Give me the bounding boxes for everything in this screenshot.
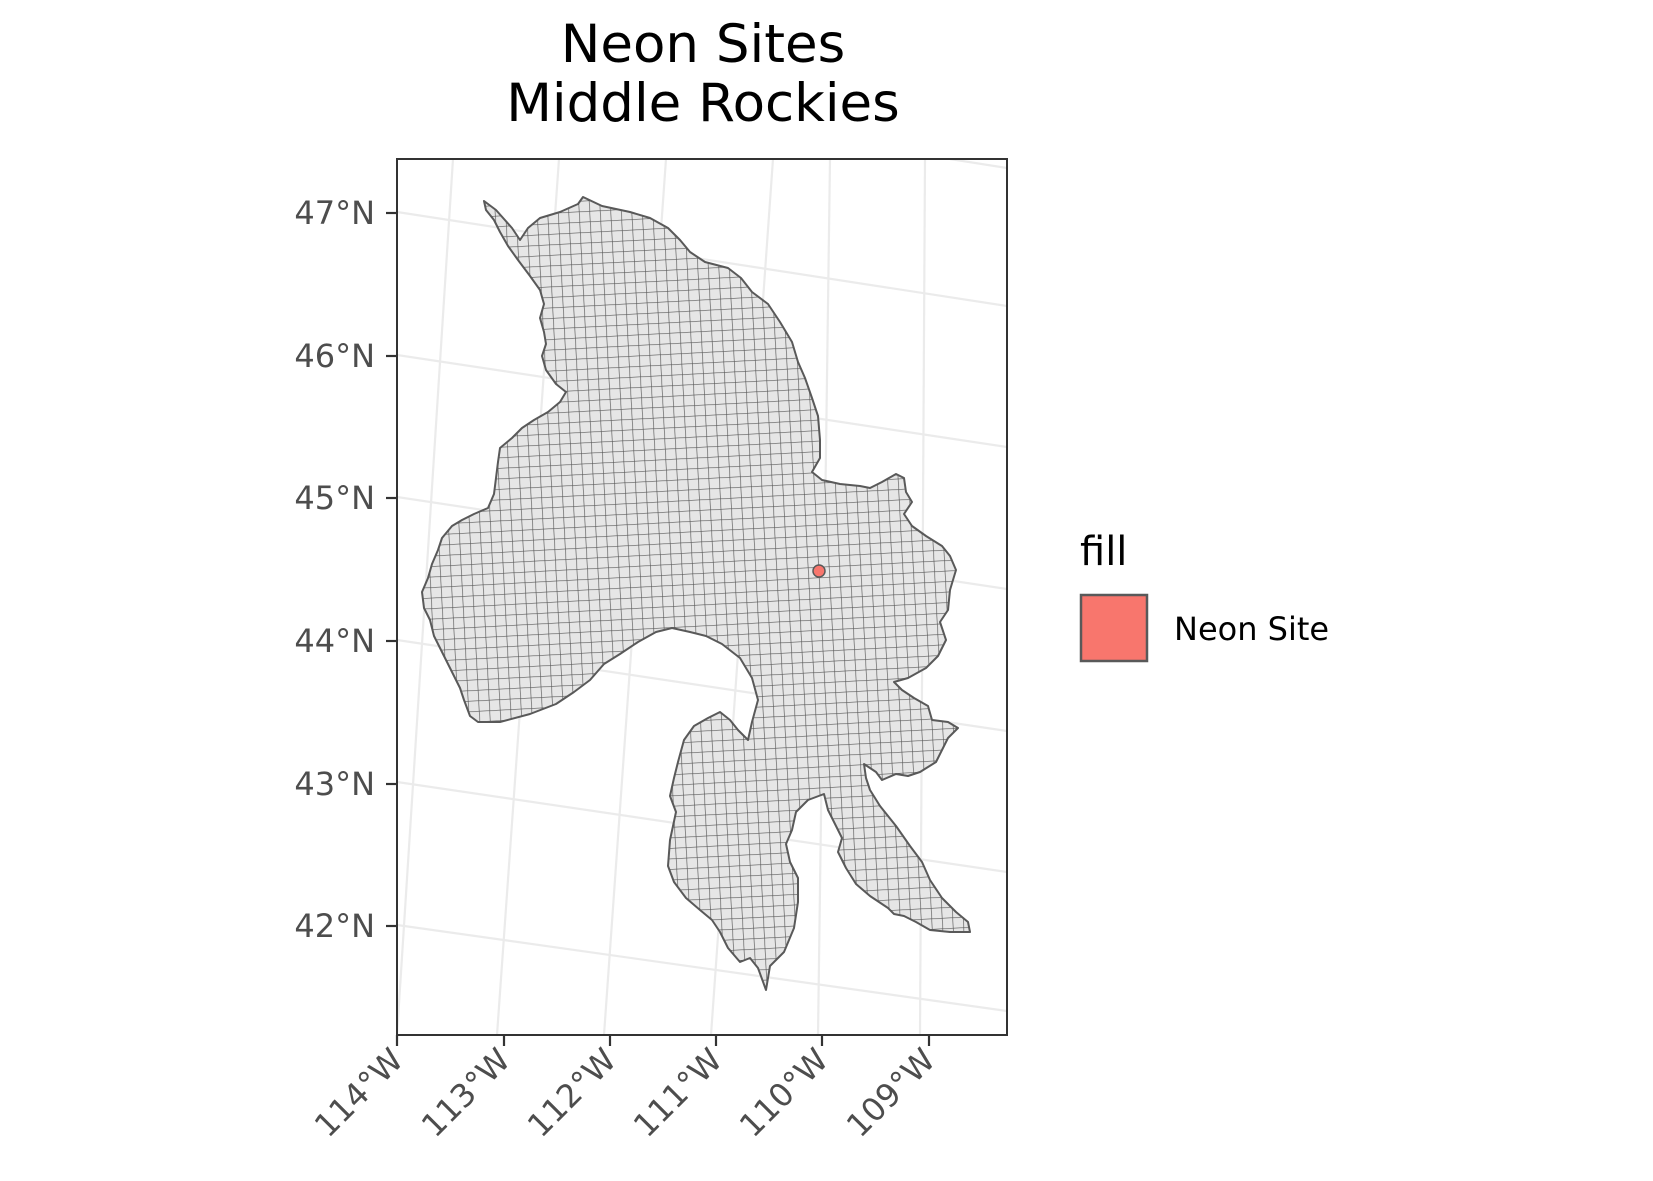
legend-key-neon-site <box>1079 593 1149 663</box>
x-tick-label: 114°W <box>307 1041 411 1145</box>
x-axis <box>395 1035 931 1046</box>
y-tick-label: 45°N <box>294 479 375 517</box>
x-tick-label: 112°W <box>520 1041 624 1145</box>
legend: fill Neon Site <box>1079 529 1329 663</box>
y-tick-label: 42°N <box>294 907 375 945</box>
map-title-line-2: Middle Rockies <box>506 73 900 134</box>
legend-label-neon-site: Neon Site <box>1174 610 1329 648</box>
x-tick-label: 109°W <box>839 1041 943 1145</box>
y-tick-label: 44°N <box>294 622 375 660</box>
x-tick-label: 111°W <box>626 1041 730 1145</box>
neon-site-point <box>812 564 826 578</box>
map-title-line-1: Neon Sites <box>561 14 846 75</box>
x-tick-label: 113°W <box>414 1041 518 1145</box>
middle-rockies-region <box>421 196 971 991</box>
x-tick-label: 110°W <box>732 1041 836 1145</box>
y-tick-label: 46°N <box>294 337 375 375</box>
legend-title: fill <box>1080 529 1127 575</box>
panel-border <box>396 158 1008 1036</box>
y-tick-label: 43°N <box>294 765 375 803</box>
y-tick-label: 47°N <box>294 194 375 232</box>
y-axis <box>386 211 397 928</box>
